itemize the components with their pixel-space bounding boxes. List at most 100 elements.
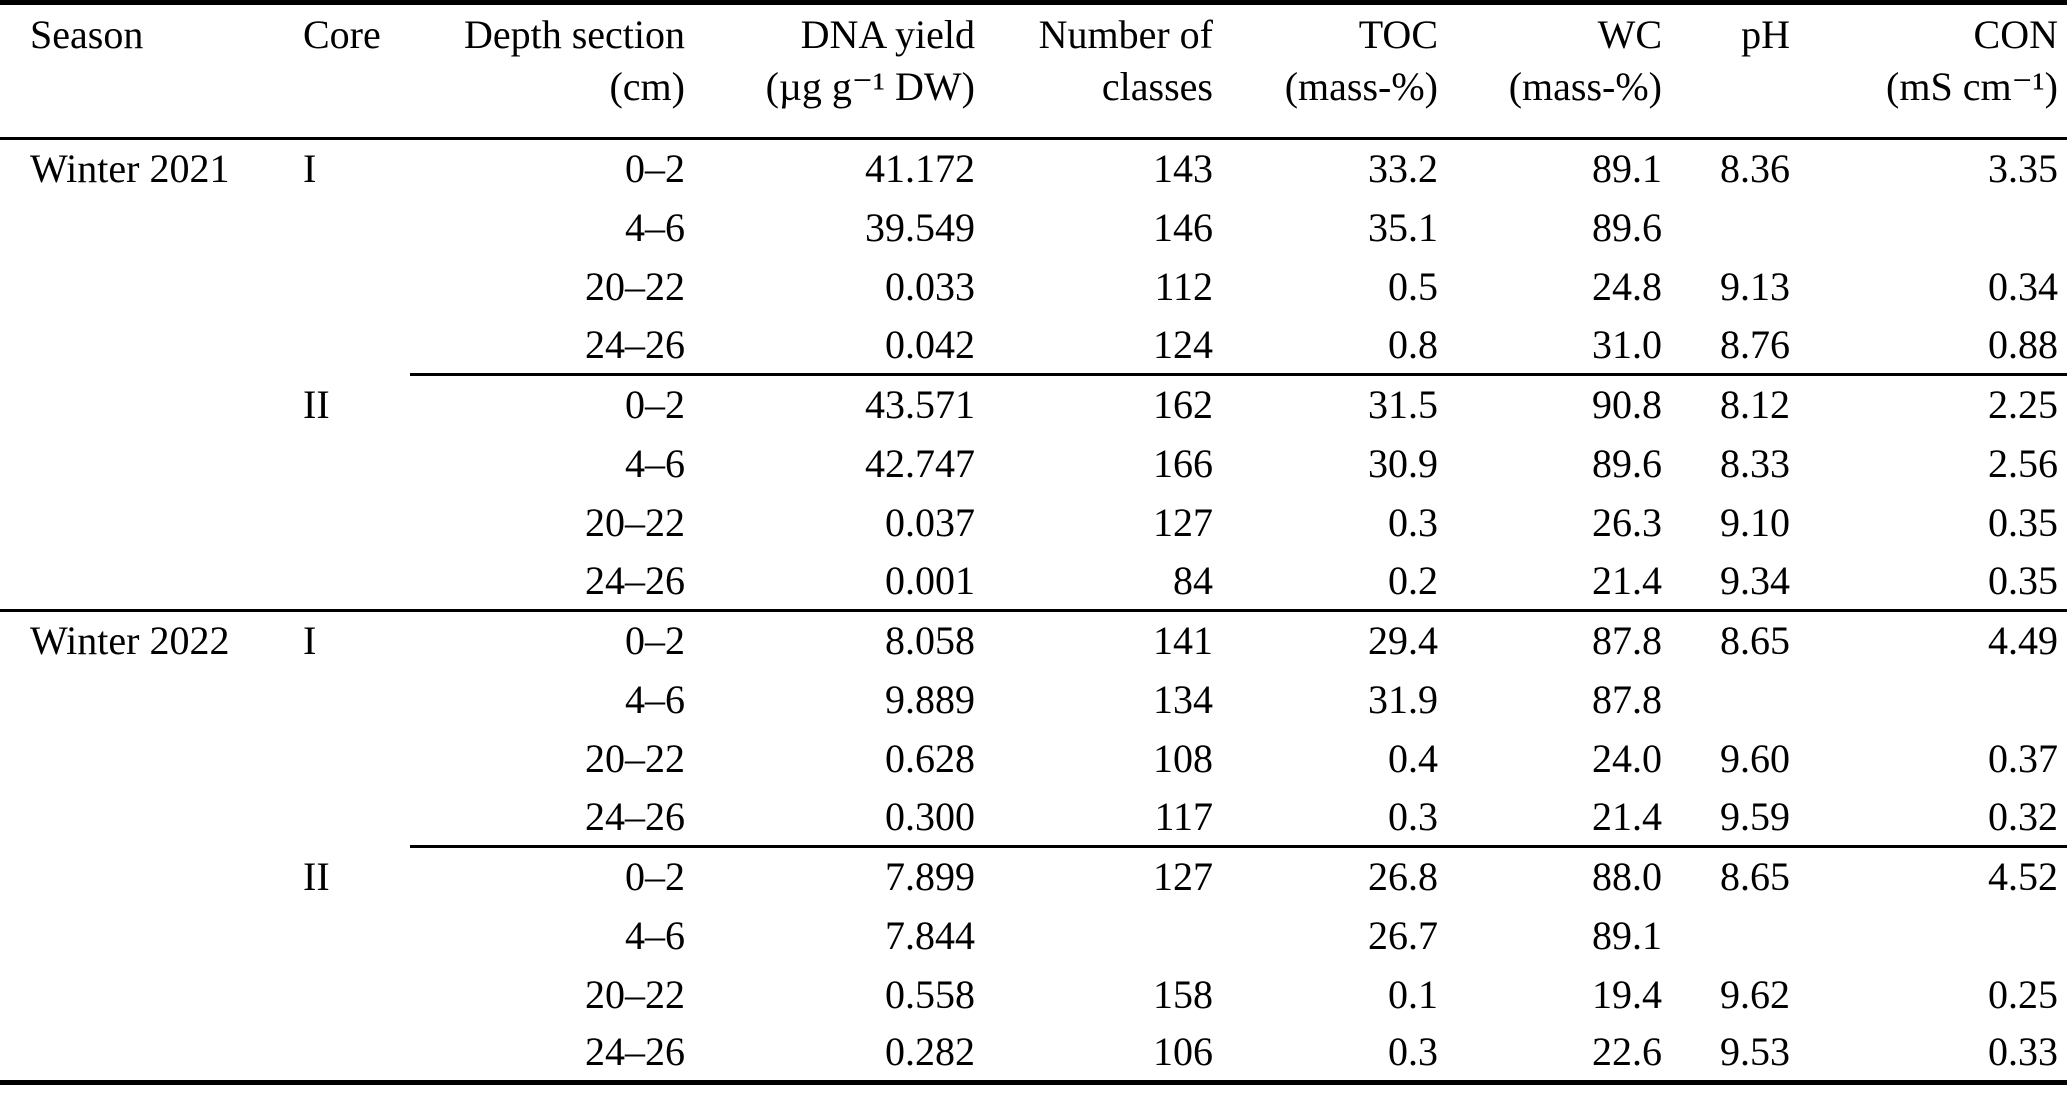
col-header-classes-label: Number of	[1038, 12, 1213, 57]
cell-core	[273, 552, 410, 611]
cell-toc: 35.1	[1368, 204, 1438, 250]
cell-depth: 0–2	[410, 609, 685, 670]
cell-ph: 9.60	[1720, 735, 1790, 781]
cell-depth: 24–26	[585, 557, 685, 603]
cell-season: Winter 2021	[30, 146, 230, 192]
cell-season	[0, 906, 273, 965]
cell-core	[273, 316, 410, 375]
cell-season	[0, 375, 273, 434]
cell-depth: 0–2	[410, 373, 685, 434]
cell-core	[273, 198, 410, 257]
cell-dna-yield: 7.899	[685, 845, 975, 906]
col-header-ph-label: pH	[1741, 12, 1790, 57]
cell-num-classes: 141	[975, 609, 1213, 670]
cell-con: 0.25	[1988, 971, 2058, 1017]
cell-wc: 31.0	[1592, 321, 1662, 367]
cell-con: 4.49	[1790, 609, 2067, 670]
cell-toc: 0.1	[1388, 971, 1438, 1017]
cell-toc: 0.3	[1388, 1029, 1438, 1075]
cell-con: 0.34	[1988, 263, 2058, 309]
cell-wc: 88.0	[1438, 845, 1662, 906]
cell-depth: 24–26	[585, 793, 685, 839]
cell-wc: 89.1	[1592, 912, 1662, 958]
cell-toc: 33.2	[1368, 146, 1438, 192]
cell-ph	[1662, 198, 1790, 257]
cell-season	[0, 434, 273, 493]
col-header-season: Season	[0, 2, 273, 140]
cell-num-classes: 166	[1153, 440, 1213, 486]
cell-core	[273, 906, 410, 965]
cell-core	[273, 670, 410, 729]
cell-depth: 0–2	[625, 146, 685, 192]
table-row: 24–26 0.300 117 0.3 21.4 9.59 0.32	[0, 788, 2067, 847]
col-header-toc-label: TOC	[1358, 12, 1438, 57]
table-row: 24–26 0.001 84 0.2 21.4 9.34 0.35	[0, 552, 2067, 611]
cell-core	[273, 257, 410, 316]
cell-con	[1790, 670, 2067, 729]
cell-core: I	[273, 609, 410, 670]
cell-core	[273, 493, 410, 552]
cell-con: 4.52	[1790, 845, 2067, 906]
col-header-toc-unit: (mass-%)	[1284, 64, 1438, 109]
cell-depth: 4–6	[625, 676, 685, 722]
cell-ph: 8.65	[1662, 609, 1790, 670]
cell-season: Winter 2022	[0, 609, 273, 670]
table-row: II 0–2 7.899 127 26.8 88.0 8.65 4.52	[0, 845, 2067, 906]
cell-num-classes: 84	[1173, 557, 1213, 603]
cell-dna-yield: 39.549	[865, 204, 975, 250]
table-row: 20–22 0.033 112 0.5 24.8 9.13 0.34	[0, 257, 2067, 316]
cell-num-classes: 143	[1153, 146, 1213, 192]
cell-wc: 90.8	[1438, 373, 1662, 434]
cell-num-classes: 162	[975, 373, 1213, 434]
col-header-con: CON (mS cm⁻¹)	[1790, 2, 2067, 140]
cell-con: 0.32	[1988, 793, 2058, 839]
cell-wc: 22.6	[1592, 1029, 1662, 1075]
cell-toc: 30.9	[1368, 440, 1438, 486]
cell-dna-yield: 0.033	[885, 263, 975, 309]
cell-num-classes: 124	[1153, 321, 1213, 367]
col-header-depth-unit: (cm)	[609, 64, 685, 109]
table-row: 4–6 42.747 166 30.9 89.6 8.33 2.56	[0, 434, 2067, 493]
cell-season	[0, 670, 273, 729]
cell-num-classes: 106	[1153, 1029, 1213, 1075]
cell-depth: 20–22	[585, 499, 685, 545]
col-header-core: Core	[273, 2, 410, 140]
table-row: 20–22 0.037 127 0.3 26.3 9.10 0.35	[0, 493, 2067, 552]
cell-core	[273, 729, 410, 788]
cell-toc: 26.8	[1213, 845, 1438, 906]
cell-dna-yield: 0.001	[885, 557, 975, 603]
cell-core	[273, 434, 410, 493]
cell-con	[1790, 906, 2067, 965]
cell-dna-yield: 43.571	[685, 373, 975, 434]
col-header-core-label: Core	[303, 12, 381, 57]
cell-ph	[1662, 906, 1790, 965]
cell-wc: 19.4	[1592, 971, 1662, 1017]
cell-ph	[1662, 670, 1790, 729]
table-row: 4–6 9.889 134 31.9 87.8	[0, 670, 2067, 729]
cell-core	[273, 965, 410, 1024]
cell-core: II	[303, 853, 330, 899]
col-header-season-label: Season	[30, 12, 144, 57]
col-header-season-unit	[30, 61, 273, 113]
col-header-con-label: CON	[1973, 12, 2058, 57]
cell-ph: 8.76	[1720, 321, 1790, 367]
cell-wc: 89.6	[1592, 204, 1662, 250]
cell-num-classes: 112	[1154, 263, 1213, 309]
cell-toc: 0.4	[1388, 735, 1438, 781]
cell-toc: 0.5	[1388, 263, 1438, 309]
table-row: 4–6 7.844 26.7 89.1	[0, 906, 2067, 965]
cell-depth: 0–2	[410, 845, 685, 906]
cell-wc: 21.4	[1592, 793, 1662, 839]
cell-wc: 89.1	[1592, 146, 1662, 192]
cell-num-classes	[975, 906, 1213, 965]
col-header-number-of-classes: Number of classes	[975, 2, 1213, 140]
cell-dna-yield: 8.058	[685, 609, 975, 670]
cell-num-classes: 158	[1153, 971, 1213, 1017]
cell-ph: 9.13	[1720, 263, 1790, 309]
cell-con: 0.88	[1988, 321, 2058, 367]
cell-season	[0, 847, 273, 906]
table-row: Winter 2022 I 0–2 8.058 141 29.4 87.8 8.…	[0, 609, 2067, 670]
table-header: Season Core Depth section (cm) DNA yield…	[0, 2, 2067, 140]
cell-depth: 4–6	[625, 912, 685, 958]
